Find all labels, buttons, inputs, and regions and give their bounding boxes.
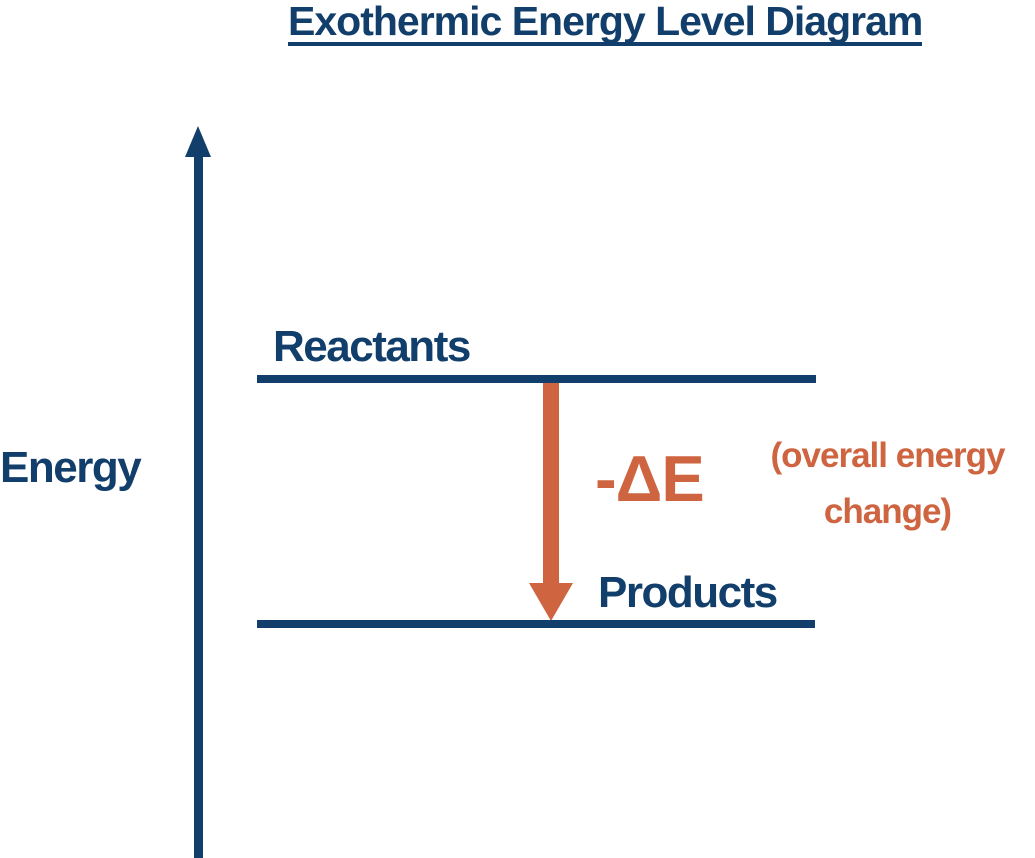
products-level-line (257, 620, 815, 628)
reactants-level-line (257, 375, 816, 383)
energy-axis-line (194, 155, 203, 858)
diagram-title: Exothermic Energy Level Diagram (288, 0, 923, 46)
products-label: Products (598, 568, 778, 617)
overall-energy-change-note: (overall energy change) (770, 436, 1006, 531)
delta-e-arrowhead-icon (529, 583, 573, 621)
energy-axis-label: Energy (0, 443, 142, 492)
energy-axis-arrowhead-icon (185, 126, 211, 157)
delta-e-arrow-shaft (543, 383, 559, 584)
reactants-label: Reactants (273, 322, 471, 371)
delta-e-label: -ΔE (595, 442, 705, 515)
